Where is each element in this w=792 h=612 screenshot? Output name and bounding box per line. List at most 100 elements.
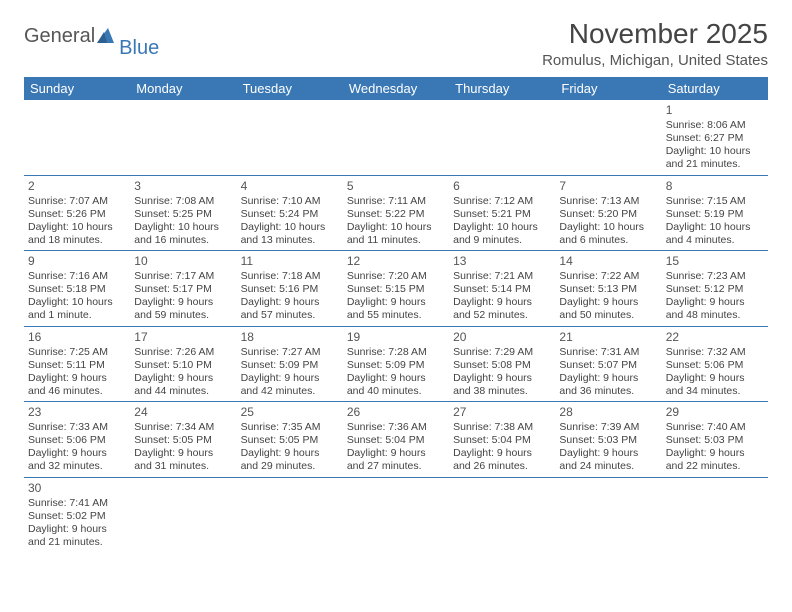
day-number: 18 [241,330,339,345]
sunrise-text: Sunrise: 7:40 AM [666,421,764,434]
daylight-text: Daylight: 9 hours and 21 minutes. [28,523,126,549]
day-number: 1 [666,103,764,118]
sunrise-text: Sunrise: 7:23 AM [666,270,764,283]
sunset-text: Sunset: 5:18 PM [28,283,126,296]
sunset-text: Sunset: 5:12 PM [666,283,764,296]
calendar-cell: 30Sunrise: 7:41 AMSunset: 5:02 PMDayligh… [24,477,130,552]
day-number: 10 [134,254,232,269]
calendar-cell: 18Sunrise: 7:27 AMSunset: 5:09 PMDayligh… [237,326,343,402]
day-number: 15 [666,254,764,269]
day-header: Friday [555,77,661,100]
calendar-cell [237,477,343,552]
sunset-text: Sunset: 5:04 PM [453,434,551,447]
sunrise-text: Sunrise: 7:10 AM [241,195,339,208]
day-header: Sunday [24,77,130,100]
sunrise-text: Sunrise: 7:27 AM [241,346,339,359]
calendar-cell: 22Sunrise: 7:32 AMSunset: 5:06 PMDayligh… [662,326,768,402]
daylight-text: Daylight: 9 hours and 32 minutes. [28,447,126,473]
daylight-text: Daylight: 9 hours and 59 minutes. [134,296,232,322]
calendar-cell [449,477,555,552]
day-header: Tuesday [237,77,343,100]
sunset-text: Sunset: 5:11 PM [28,359,126,372]
sunset-text: Sunset: 5:20 PM [559,208,657,221]
sunrise-text: Sunrise: 7:39 AM [559,421,657,434]
sunset-text: Sunset: 5:05 PM [241,434,339,447]
calendar-cell: 17Sunrise: 7:26 AMSunset: 5:10 PMDayligh… [130,326,236,402]
calendar-cell: 12Sunrise: 7:20 AMSunset: 5:15 PMDayligh… [343,251,449,327]
calendar-cell [237,100,343,175]
sunset-text: Sunset: 5:06 PM [666,359,764,372]
calendar-cell: 1Sunrise: 8:06 AMSunset: 6:27 PMDaylight… [662,100,768,175]
daylight-text: Daylight: 9 hours and 26 minutes. [453,447,551,473]
daylight-text: Daylight: 9 hours and 22 minutes. [666,447,764,473]
daylight-text: Daylight: 10 hours and 16 minutes. [134,221,232,247]
daylight-text: Daylight: 10 hours and 1 minute. [28,296,126,322]
day-number: 2 [28,179,126,194]
daylight-text: Daylight: 9 hours and 42 minutes. [241,372,339,398]
daylight-text: Daylight: 9 hours and 34 minutes. [666,372,764,398]
logo: General Blue [24,24,161,49]
logo-text-general: General [24,25,95,48]
calendar-cell: 26Sunrise: 7:36 AMSunset: 5:04 PMDayligh… [343,402,449,478]
day-number: 11 [241,254,339,269]
day-number: 28 [559,405,657,420]
calendar-cell: 2Sunrise: 7:07 AMSunset: 5:26 PMDaylight… [24,175,130,251]
day-header: Wednesday [343,77,449,100]
calendar-cell: 16Sunrise: 7:25 AMSunset: 5:11 PMDayligh… [24,326,130,402]
sunset-text: Sunset: 5:13 PM [559,283,657,296]
calendar-row: 2Sunrise: 7:07 AMSunset: 5:26 PMDaylight… [24,175,768,251]
sunrise-text: Sunrise: 7:29 AM [453,346,551,359]
calendar-cell [130,100,236,175]
sunset-text: Sunset: 5:21 PM [453,208,551,221]
daylight-text: Daylight: 9 hours and 24 minutes. [559,447,657,473]
calendar-cell [130,477,236,552]
sunset-text: Sunset: 5:22 PM [347,208,445,221]
sunset-text: Sunset: 5:24 PM [241,208,339,221]
calendar-cell: 19Sunrise: 7:28 AMSunset: 5:09 PMDayligh… [343,326,449,402]
daylight-text: Daylight: 9 hours and 57 minutes. [241,296,339,322]
day-number: 17 [134,330,232,345]
calendar-cell: 13Sunrise: 7:21 AMSunset: 5:14 PMDayligh… [449,251,555,327]
calendar-cell: 10Sunrise: 7:17 AMSunset: 5:17 PMDayligh… [130,251,236,327]
day-header: Thursday [449,77,555,100]
sunrise-text: Sunrise: 7:34 AM [134,421,232,434]
day-number: 5 [347,179,445,194]
sunrise-text: Sunrise: 7:26 AM [134,346,232,359]
location: Romulus, Michigan, United States [542,52,768,69]
calendar-cell [24,100,130,175]
calendar-cell: 9Sunrise: 7:16 AMSunset: 5:18 PMDaylight… [24,251,130,327]
day-number: 27 [453,405,551,420]
day-header: Saturday [662,77,768,100]
calendar-cell: 3Sunrise: 7:08 AMSunset: 5:25 PMDaylight… [130,175,236,251]
sunset-text: Sunset: 5:03 PM [666,434,764,447]
day-number: 14 [559,254,657,269]
sunrise-text: Sunrise: 7:21 AM [453,270,551,283]
calendar-cell: 5Sunrise: 7:11 AMSunset: 5:22 PMDaylight… [343,175,449,251]
daylight-text: Daylight: 9 hours and 55 minutes. [347,296,445,322]
daylight-text: Daylight: 9 hours and 52 minutes. [453,296,551,322]
calendar-cell: 29Sunrise: 7:40 AMSunset: 5:03 PMDayligh… [662,402,768,478]
calendar-cell [449,100,555,175]
sunrise-text: Sunrise: 7:35 AM [241,421,339,434]
daylight-text: Daylight: 10 hours and 21 minutes. [666,145,764,171]
day-number: 30 [28,481,126,496]
sunrise-text: Sunrise: 7:16 AM [28,270,126,283]
day-number: 25 [241,405,339,420]
sunrise-text: Sunrise: 7:11 AM [347,195,445,208]
day-number: 4 [241,179,339,194]
sunset-text: Sunset: 5:05 PM [134,434,232,447]
daylight-text: Daylight: 9 hours and 29 minutes. [241,447,339,473]
day-number: 26 [347,405,445,420]
day-number: 7 [559,179,657,194]
sunset-text: Sunset: 5:25 PM [134,208,232,221]
day-number: 19 [347,330,445,345]
calendar-row: 1Sunrise: 8:06 AMSunset: 6:27 PMDaylight… [24,100,768,175]
day-number: 13 [453,254,551,269]
calendar-cell: 21Sunrise: 7:31 AMSunset: 5:07 PMDayligh… [555,326,661,402]
calendar-cell [662,477,768,552]
sail-icon [96,26,118,51]
day-number: 29 [666,405,764,420]
sunrise-text: Sunrise: 7:17 AM [134,270,232,283]
day-number: 8 [666,179,764,194]
calendar-cell [555,477,661,552]
